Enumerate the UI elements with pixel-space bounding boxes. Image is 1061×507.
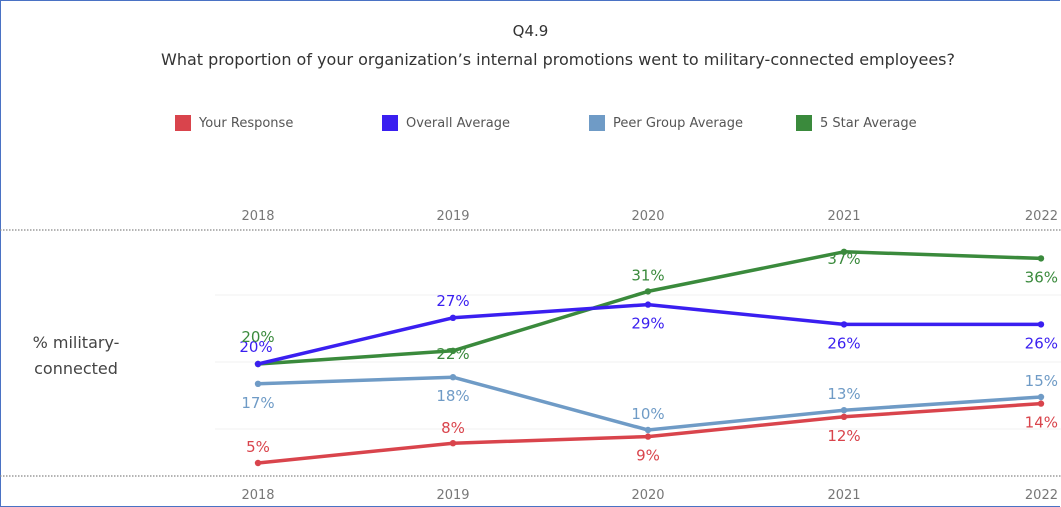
data-label-peer-group-average: 15%: [1025, 372, 1058, 390]
row-label-line-1: % military-: [32, 333, 120, 352]
data-label-overall-average: 26%: [827, 334, 860, 352]
data-label-overall-average: 26%: [1025, 334, 1058, 352]
question-id: Q4.9: [512, 22, 549, 40]
x-tick-label-bottom: 2019: [436, 488, 469, 503]
data-label-5-star-average: 36%: [1025, 268, 1058, 286]
legend-item-overall-average[interactable]: Overall Average: [382, 113, 510, 133]
legend-label-overall-average: Overall Average: [406, 115, 510, 131]
data-point-peer-group-average: [1037, 393, 1045, 401]
data-point-peer-group-average: [644, 426, 652, 434]
x-tick-label-bottom: 2022: [1025, 488, 1058, 503]
data-label-your-response: 14%: [1025, 414, 1058, 432]
data-label-5-star-average: 20%: [241, 328, 274, 346]
x-tick-label-top: 2019: [436, 209, 469, 224]
data-point-overall-average: [840, 321, 848, 328]
data-label-overall-average: 27%: [436, 292, 469, 310]
legend-label-your-response: Your Response: [199, 115, 294, 131]
legend-swatch-overall-average: [382, 115, 398, 131]
data-point-peer-group-average: [254, 380, 262, 387]
row-label-line-2: connected: [34, 359, 118, 378]
data-point-overall-average: [254, 360, 262, 368]
data-label-5-star-average: 22%: [436, 345, 469, 363]
data-label-peer-group-average: 13%: [827, 385, 860, 403]
data-point-overall-average: [1037, 321, 1045, 328]
data-point-overall-average: [644, 301, 652, 308]
question-text: What proportion of your organization’s i…: [161, 50, 955, 69]
data-point-peer-group-average: [449, 374, 457, 381]
data-label-5-star-average: 31%: [631, 266, 664, 284]
data-point-peer-group-average: [840, 407, 848, 414]
x-tick-label-top: 2018: [241, 209, 274, 224]
data-point-your-response: [644, 433, 652, 440]
x-tick-label-top: 2022: [1025, 209, 1058, 224]
data-point-overall-average: [449, 314, 457, 321]
legend-swatch-peer-group-average: [589, 115, 605, 131]
data-label-your-response: 9%: [636, 447, 660, 465]
x-tick-label-top: 2020: [631, 209, 664, 224]
row-label: % military- connected: [26, 330, 126, 382]
data-label-your-response: 8%: [441, 419, 465, 437]
data-point-your-response: [449, 440, 457, 447]
data-label-peer-group-average: 10%: [631, 405, 664, 423]
data-point-5-star-average: [449, 347, 457, 354]
x-tick-label-top: 2021: [827, 209, 860, 224]
legend-swatch-your-response: [175, 115, 191, 131]
data-label-peer-group-average: 18%: [436, 387, 469, 405]
data-label-overall-average: 20%: [239, 338, 272, 356]
data-label-your-response: 5%: [246, 438, 270, 456]
legend-item-5-star-average[interactable]: 5 Star Average: [796, 113, 917, 133]
data-point-your-response: [1037, 400, 1045, 407]
x-tick-label-bottom: 2018: [241, 488, 274, 503]
x-tick-label-bottom: 2020: [631, 488, 664, 503]
data-label-peer-group-average: 17%: [241, 394, 274, 412]
data-label-your-response: 12%: [827, 427, 860, 445]
legend-label-5-star-average: 5 Star Average: [820, 115, 917, 131]
legend-label-peer-group-average: Peer Group Average: [613, 115, 743, 131]
data-point-5-star-average: [644, 288, 652, 295]
legend-item-your-response[interactable]: Your Response: [175, 113, 293, 133]
legend-swatch-5-star-average: [796, 115, 812, 131]
data-point-5-star-average: [840, 248, 848, 255]
data-label-5-star-average: 37%: [827, 250, 860, 268]
x-tick-label-bottom: 2021: [827, 488, 860, 503]
data-point-5-star-average: [1037, 255, 1045, 262]
legend-item-peer-group-average[interactable]: Peer Group Average: [589, 113, 743, 133]
data-point-your-response: [254, 459, 262, 467]
data-label-overall-average: 29%: [631, 315, 664, 333]
data-point-your-response: [840, 413, 848, 420]
